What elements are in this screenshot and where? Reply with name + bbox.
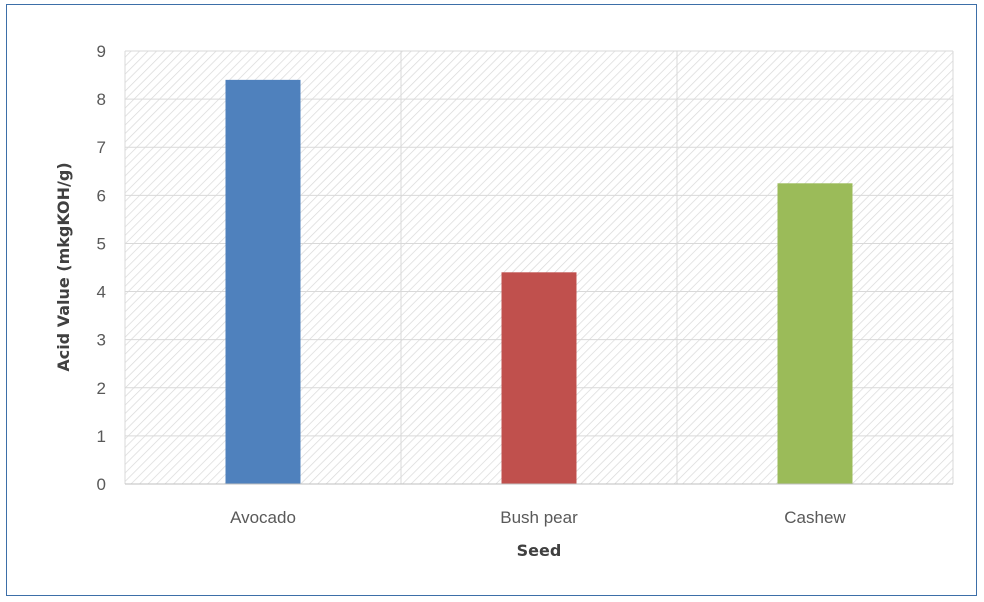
x-axis-ticks: Avocado Bush pear Cashew <box>230 508 846 527</box>
chart-frame: 0 1 2 3 4 5 6 7 8 9 Avocado Bush pear Cashew Seed A… <box>6 4 977 596</box>
y-tick-label: 6 <box>97 186 106 205</box>
y-tick-label: 7 <box>97 138 106 157</box>
y-tick-label: 9 <box>97 42 106 61</box>
y-tick-label: 1 <box>97 427 106 446</box>
y-axis-ticks: 0 1 2 3 4 5 6 7 8 9 <box>97 42 106 494</box>
y-tick-label: 8 <box>97 90 106 109</box>
y-axis-title: Acid Value (mkgKOH/g) <box>54 162 73 371</box>
y-tick-label: 5 <box>97 234 106 253</box>
bars <box>225 79 853 485</box>
bar-avocado <box>225 79 301 484</box>
x-axis-title: Seed <box>517 541 562 560</box>
y-tick-label: 4 <box>97 283 106 302</box>
bar-bush-pear <box>501 272 577 484</box>
bar-chart: 0 1 2 3 4 5 6 7 8 9 Avocado Bush pear Cashew Seed A… <box>54 42 954 560</box>
x-tick-label: Bush pear <box>500 508 578 527</box>
y-tick-label: 0 <box>97 475 106 494</box>
x-tick-label: Avocado <box>230 508 296 527</box>
bar-cashew <box>777 183 853 485</box>
x-tick-label: Cashew <box>784 508 846 527</box>
y-tick-label: 3 <box>97 331 106 350</box>
y-tick-label: 2 <box>97 379 106 398</box>
